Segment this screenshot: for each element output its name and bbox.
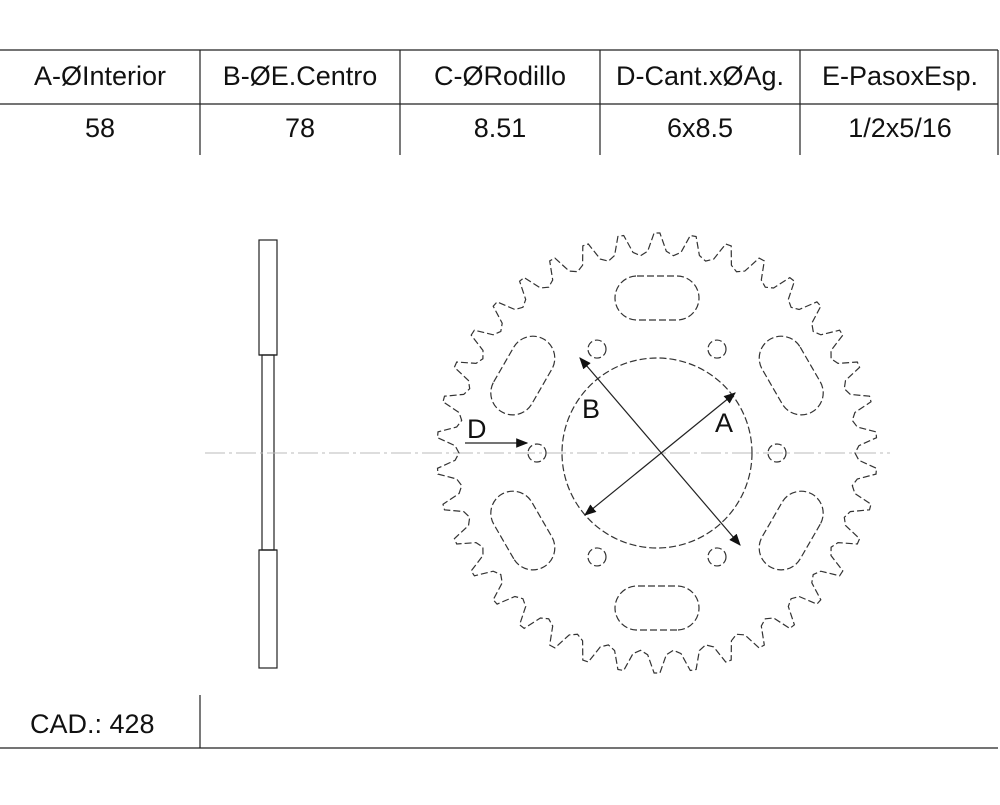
sprocket-outline	[436, 232, 878, 674]
bolt-hole	[767, 443, 787, 463]
value-cell: 8.51	[474, 113, 527, 143]
sprocket	[436, 232, 878, 674]
label-d: D	[467, 414, 487, 444]
lightening-slot	[490, 490, 556, 571]
bolt-hole	[707, 339, 727, 359]
header-cell: D-Cant.xØAg.	[616, 61, 784, 91]
lightening-slot	[614, 275, 700, 321]
label-a: A	[715, 408, 733, 438]
value-cell: 78	[285, 113, 315, 143]
header-cell: B-ØE.Centro	[223, 61, 378, 91]
header-cell: C-ØRodillo	[434, 61, 566, 91]
lightening-slot	[490, 335, 556, 416]
lightening-slot	[614, 585, 700, 631]
bolt-hole	[527, 443, 547, 463]
header-cell: A-ØInterior	[34, 61, 166, 91]
spec-table: A-ØInterior B-ØE.Centro C-ØRodillo D-Cant.x…	[0, 49, 999, 155]
bolt-hole	[587, 339, 607, 359]
lightening-slot	[758, 335, 824, 416]
header-cell: E-PasoxEsp.	[822, 61, 978, 91]
cad-code: CAD.: 428	[30, 709, 155, 739]
value-cell: 6x8.5	[667, 113, 733, 143]
dimensions: B A D	[465, 357, 741, 546]
label-b: B	[582, 394, 600, 424]
bolt-hole	[587, 547, 607, 567]
value-cell: 1/2x5/16	[848, 113, 952, 143]
side-view	[258, 239, 278, 669]
lightening-slot	[758, 490, 824, 571]
value-cell: 58	[85, 113, 115, 143]
bolt-hole	[707, 547, 727, 567]
